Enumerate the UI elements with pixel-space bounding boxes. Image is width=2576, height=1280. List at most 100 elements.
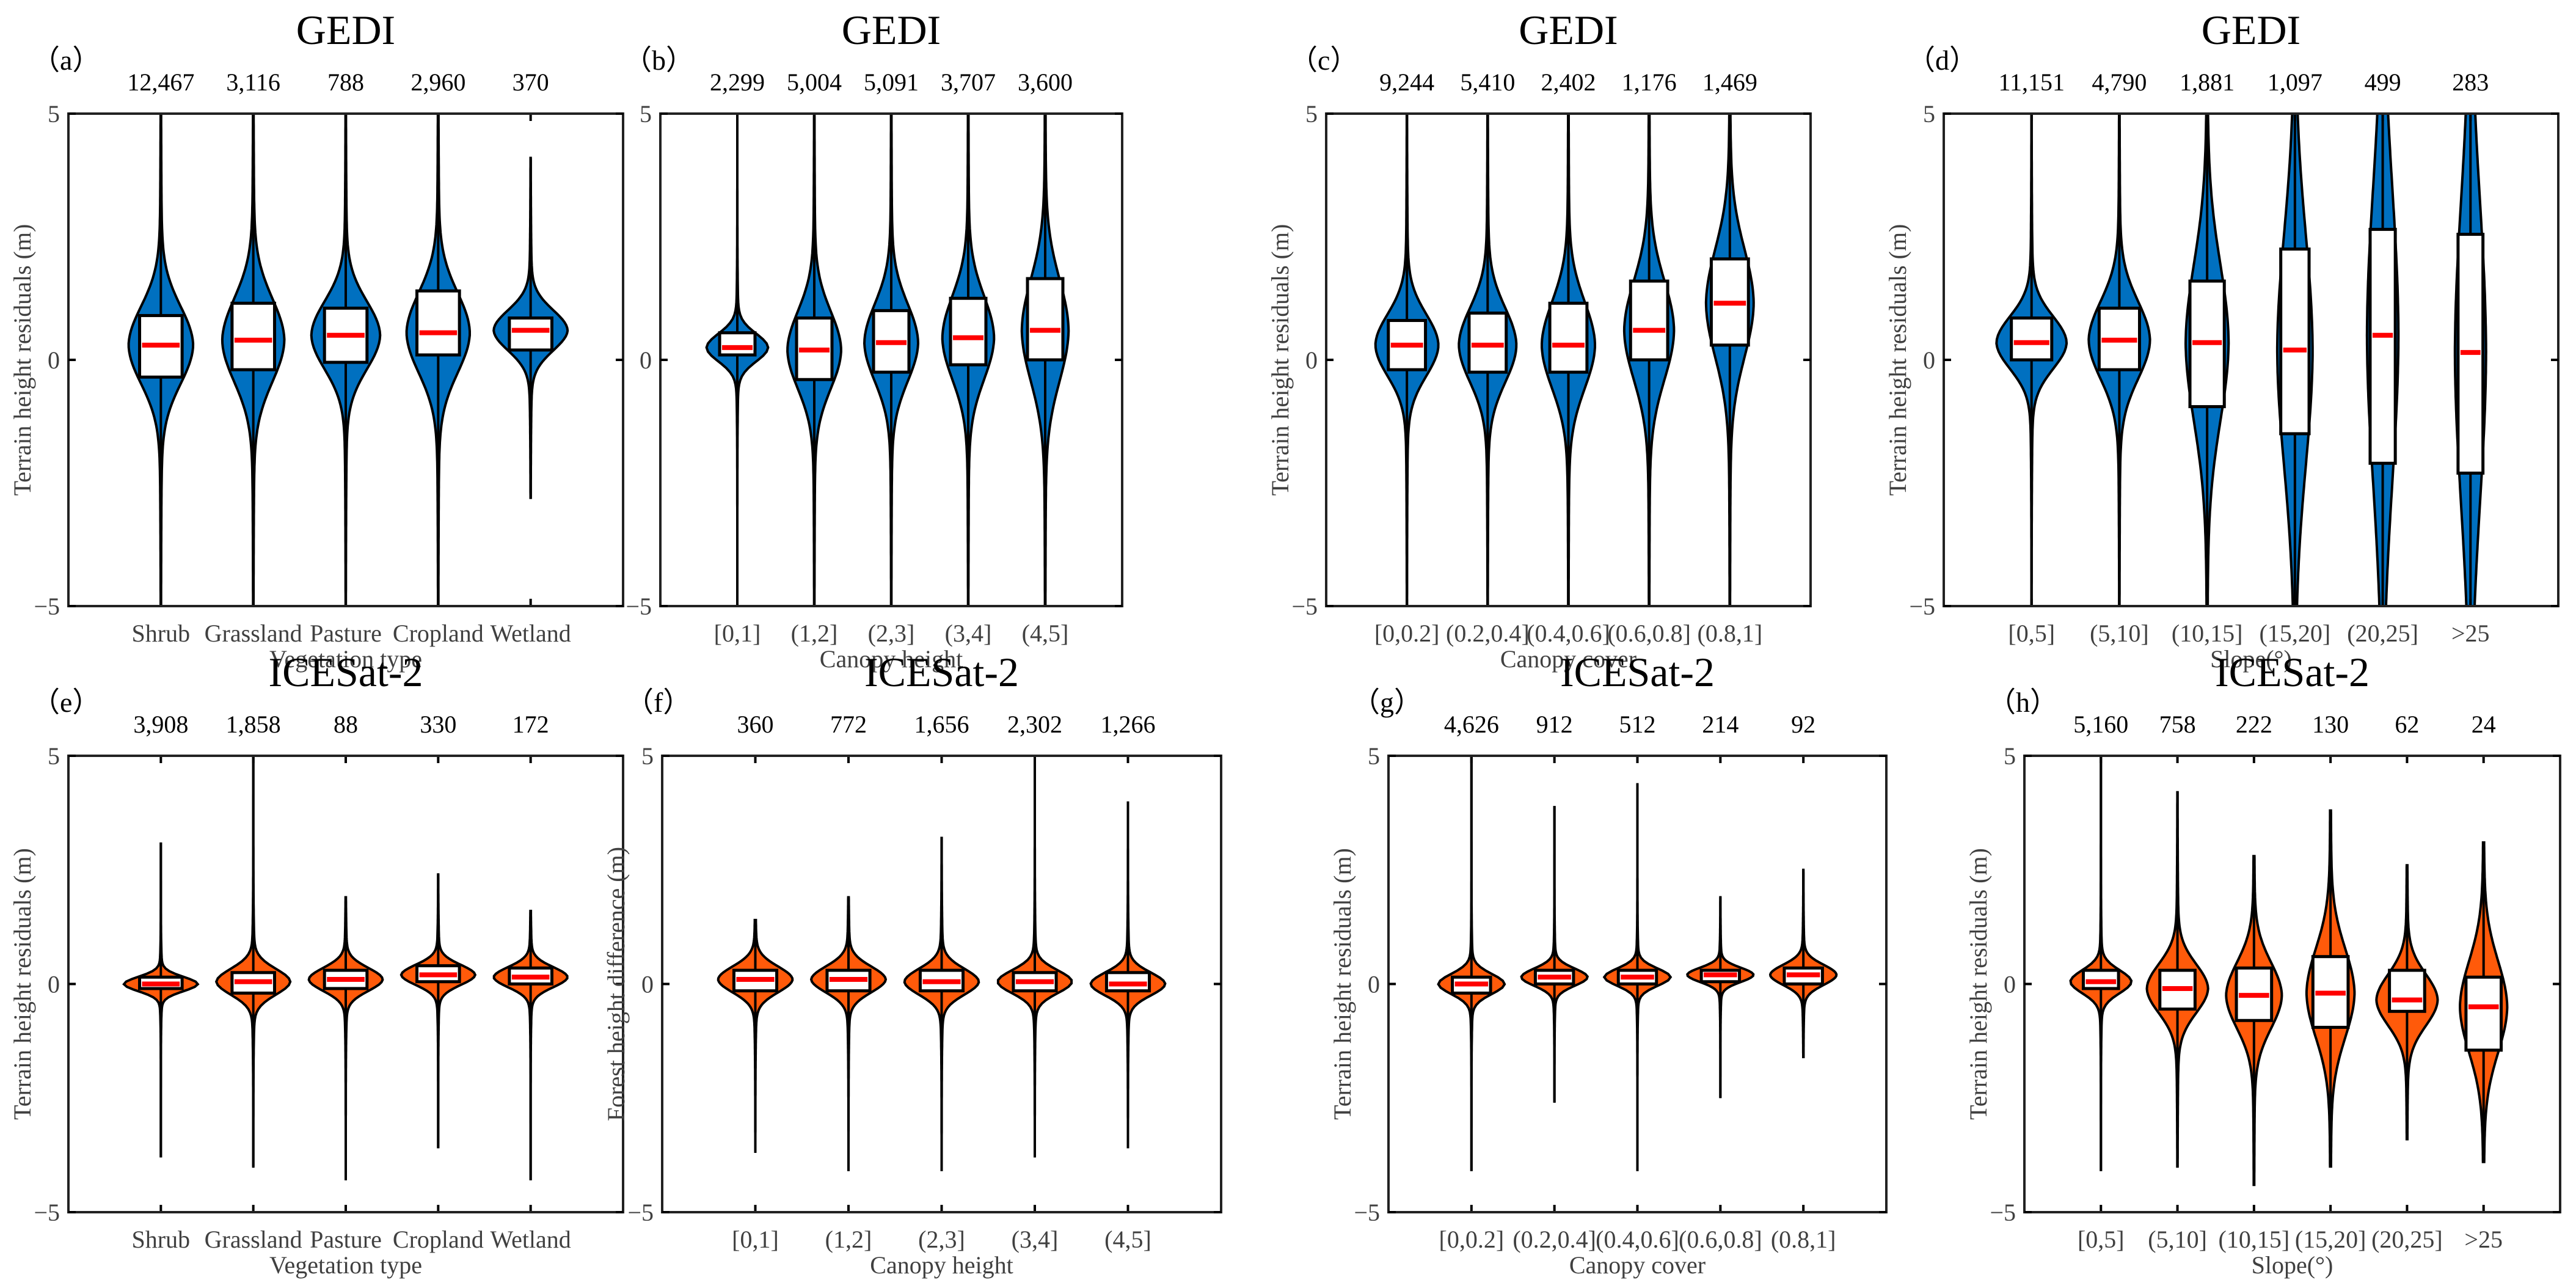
sample-count: 283 <box>2452 68 2489 96</box>
y-tick-label: 0 <box>640 346 652 374</box>
x-tick-label: Cropland <box>393 1226 484 1253</box>
panel-label: （g） <box>1352 687 1422 718</box>
violin <box>1686 896 1755 1099</box>
violin <box>2305 809 2356 1168</box>
sample-count: 788 <box>327 68 364 96</box>
y-axis-label: Forest height difference (m) <box>602 847 630 1121</box>
panel-label: （h） <box>1988 687 2058 718</box>
y-tick-label: 5 <box>48 742 60 770</box>
x-axis-label: Canopy cover <box>1500 645 1636 673</box>
sample-count: 758 <box>2159 711 2196 738</box>
violin <box>307 896 384 1180</box>
panel-e: ICESat-2 （e） Shrub 3,908 Grassland 1,858 Pastu… <box>9 649 624 1279</box>
x-tick-label: (20,25] <box>2347 620 2418 647</box>
violin <box>717 918 794 1153</box>
panel-label: （a） <box>32 45 100 76</box>
sample-count: 214 <box>1702 711 1739 738</box>
sample-count: 4,790 <box>2092 68 2147 96</box>
panel-title: GEDI <box>842 7 941 53</box>
violin <box>2375 864 2439 1141</box>
violin <box>863 112 920 607</box>
violin <box>405 112 471 607</box>
iqr-box <box>718 331 757 357</box>
violin <box>1089 801 1167 1149</box>
iqr-box <box>2010 316 2054 362</box>
x-tick-label: (5,10] <box>2090 620 2149 647</box>
x-tick-label: (15,20] <box>2295 1226 2366 1253</box>
sample-count: 130 <box>2312 711 2349 738</box>
y-tick-label: −5 <box>1990 1199 2016 1226</box>
iqr-box <box>949 296 988 367</box>
panel-b: GEDI （b） [0,1] 2,299 (1,2] 5,004 (2,3] 5,091 (3,… <box>624 7 1123 673</box>
violin <box>2459 841 2509 1163</box>
violin <box>1995 112 2068 607</box>
violin <box>786 112 842 607</box>
sample-count: 4,626 <box>1444 711 1499 738</box>
panel-g: ICESat-2 （g） [0,0.2] 4,626 (0.2,0.4] 912 (0.4,… <box>1329 649 1888 1279</box>
y-tick-label: −5 <box>1909 593 1935 620</box>
panel-title: ICESat-2 <box>2215 649 2370 695</box>
sample-count: 92 <box>1791 711 1815 738</box>
y-tick-label: 5 <box>1305 100 1318 128</box>
sample-count: 24 <box>2472 711 2496 738</box>
x-tick-label: (5,10] <box>2148 1226 2207 1253</box>
panel-label: （e） <box>32 687 100 718</box>
violin <box>1602 783 1673 1171</box>
y-tick-label: 0 <box>1305 346 1318 374</box>
sample-count: 2,402 <box>1541 68 1596 96</box>
y-tick-label: 5 <box>2004 742 2016 770</box>
sample-count: 88 <box>334 711 358 738</box>
x-tick-label: (0.8,1] <box>1771 1226 1836 1253</box>
panel-title: GEDI <box>2202 7 2301 53</box>
x-axis-label: Canopy height <box>820 645 963 673</box>
x-tick-label: (0.6,0.8] <box>1607 620 1691 647</box>
sample-count: 1,656 <box>914 711 969 738</box>
sample-count: 3,908 <box>133 711 188 738</box>
violin <box>2145 791 2209 1168</box>
sample-count: 330 <box>420 711 456 738</box>
violin <box>1458 112 1518 607</box>
y-tick-label: 5 <box>640 100 652 128</box>
x-tick-label: >25 <box>2464 1226 2503 1253</box>
x-axis-label: Canopy cover <box>1569 1251 1706 1279</box>
x-tick-label: (0.6,0.8] <box>1679 1226 1762 1253</box>
panel-label: （f） <box>626 687 691 718</box>
violin <box>1437 756 1506 1171</box>
y-tick-label: −5 <box>627 1199 654 1226</box>
violin <box>122 842 200 1158</box>
sample-count: 1,858 <box>226 711 281 738</box>
panel-d: GEDI （d） [0,5] 11,151 (5,10] 4,790 (10,15] 1,88… <box>1884 7 2560 673</box>
panel-a: GEDI （a） Shrub 12,467 Grassland 3,116 Pasture 7… <box>9 7 624 673</box>
x-tick-label: Pasture <box>310 620 382 647</box>
iqr-box <box>1629 279 1669 362</box>
sample-count: 1,176 <box>1622 68 1677 96</box>
y-axis-label: Terrain height residuals (m) <box>1965 848 1992 1120</box>
violin <box>127 112 195 607</box>
violin <box>310 112 382 607</box>
violin <box>941 112 996 607</box>
x-tick-label: Grassland <box>205 1226 302 1253</box>
violin <box>1541 112 1596 607</box>
x-tick-label: [0,5] <box>2008 620 2055 647</box>
sample-count: 9,244 <box>1379 68 1434 96</box>
sample-count: 2,299 <box>710 68 765 96</box>
x-tick-label: (2,3] <box>868 620 915 647</box>
sample-count: 360 <box>737 711 774 738</box>
x-tick-label: (3,4] <box>945 620 992 647</box>
x-tick-label: (1,2] <box>791 620 838 647</box>
y-tick-label: 0 <box>48 971 60 998</box>
x-tick-label: Wetland <box>491 1226 571 1253</box>
violin <box>2365 112 2400 607</box>
panel-title: GEDI <box>1519 7 1618 53</box>
violin <box>705 114 770 606</box>
x-tick-label: Wetland <box>491 620 571 647</box>
panel-label: （d） <box>1907 45 1977 76</box>
y-tick-label: 0 <box>48 346 60 374</box>
x-axis-label: Vegetation type <box>269 1251 422 1279</box>
x-tick-label: (0.2,0.4] <box>1512 1226 1596 1253</box>
y-tick-label: 5 <box>1923 100 1935 128</box>
x-tick-label: (0.4,0.6] <box>1596 1226 1679 1253</box>
sample-count: 912 <box>1536 711 1573 738</box>
sample-count: 3,600 <box>1018 68 1073 96</box>
